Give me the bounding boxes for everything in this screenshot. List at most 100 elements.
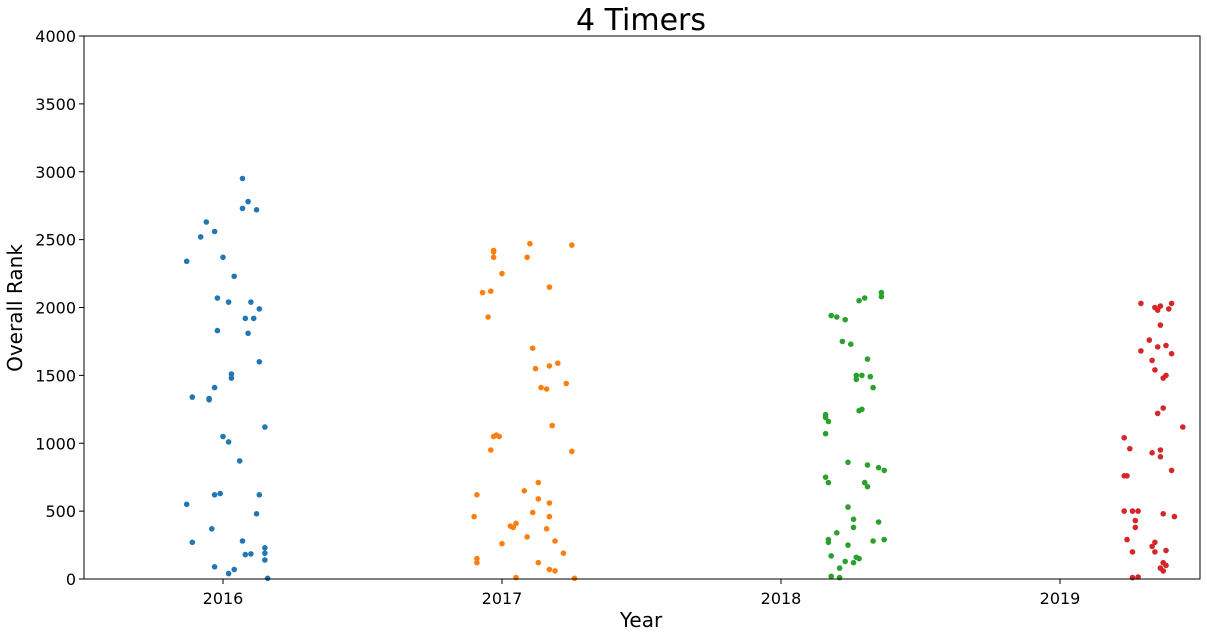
data-point <box>189 394 196 400</box>
data-point <box>248 299 254 305</box>
data-point <box>850 516 857 523</box>
data-point <box>1135 508 1141 514</box>
data-point <box>513 520 519 527</box>
data-point <box>842 316 848 323</box>
x-axis: 2016 2017 2018 2019 <box>203 579 1080 608</box>
data-point <box>1135 574 1141 580</box>
data-point <box>264 575 271 582</box>
data-point <box>488 288 494 295</box>
data-point <box>245 330 251 337</box>
data-point <box>543 386 550 392</box>
data-point <box>853 376 860 383</box>
data-point <box>206 397 212 403</box>
data-point <box>1171 513 1178 520</box>
data-point <box>569 242 575 248</box>
data-point <box>870 384 876 391</box>
data-point <box>864 483 871 490</box>
data-points <box>183 175 1186 582</box>
data-point <box>529 345 536 352</box>
series-2017 <box>471 240 578 582</box>
data-point <box>214 327 221 334</box>
data-point <box>225 299 232 305</box>
data-point <box>822 430 829 437</box>
data-point <box>1152 539 1158 546</box>
data-point <box>524 534 530 540</box>
data-point <box>1149 450 1155 456</box>
data-point <box>1154 344 1161 350</box>
y-tick-label: 500 <box>45 502 76 521</box>
y-tick-label: 2000 <box>35 299 76 318</box>
data-point <box>1157 303 1164 309</box>
data-point <box>217 490 223 497</box>
data-point <box>845 542 851 548</box>
data-point <box>1180 424 1186 430</box>
data-point <box>253 511 260 517</box>
data-point <box>853 372 860 379</box>
data-point <box>183 258 190 265</box>
data-point <box>189 539 196 546</box>
data-point <box>549 422 555 429</box>
data-point <box>569 448 575 455</box>
data-point <box>225 439 232 445</box>
data-point <box>513 574 519 581</box>
data-point <box>1160 375 1166 381</box>
data-point <box>859 372 865 379</box>
data-point <box>262 545 268 551</box>
data-point <box>1132 517 1139 524</box>
data-point <box>529 509 536 516</box>
data-point <box>1124 536 1130 543</box>
data-point <box>546 284 553 290</box>
data-point <box>546 363 553 369</box>
data-point <box>250 315 257 322</box>
data-point <box>1160 405 1166 411</box>
y-tick-label: 1500 <box>35 366 76 385</box>
data-point <box>546 566 553 573</box>
data-point <box>220 433 226 440</box>
data-point <box>861 295 868 301</box>
data-point <box>1168 300 1175 307</box>
x-tick-label: 2017 <box>482 589 523 608</box>
data-point <box>1124 473 1130 479</box>
data-point <box>1132 524 1139 531</box>
data-point <box>214 295 221 301</box>
data-point <box>864 462 871 468</box>
data-point <box>496 433 503 440</box>
data-point <box>878 293 885 300</box>
data-point <box>850 559 857 566</box>
data-point <box>1154 307 1161 314</box>
y-tick-label: 3000 <box>35 163 76 182</box>
data-point <box>256 492 263 498</box>
series-2016 <box>183 175 271 582</box>
data-point <box>1121 508 1127 514</box>
data-point <box>197 234 204 240</box>
data-point <box>845 504 851 510</box>
data-point <box>881 467 887 474</box>
data-point <box>488 447 494 453</box>
data-point <box>490 249 497 255</box>
data-point <box>552 568 558 574</box>
data-point <box>1163 562 1169 569</box>
x-tick-label: 2016 <box>203 589 244 608</box>
data-point <box>1160 568 1166 574</box>
y-tick-label: 4000 <box>35 27 76 46</box>
data-point <box>474 559 480 566</box>
data-point <box>836 574 843 581</box>
data-point <box>471 513 477 520</box>
data-point <box>527 240 533 247</box>
data-point <box>571 575 578 582</box>
data-point <box>479 289 486 296</box>
data-point <box>211 228 218 235</box>
data-point <box>1160 511 1166 517</box>
data-point <box>856 407 862 414</box>
data-point <box>1154 410 1161 417</box>
data-point <box>845 459 851 466</box>
data-point <box>231 566 237 573</box>
data-point <box>242 551 249 558</box>
data-point <box>262 557 268 563</box>
data-point <box>555 360 561 367</box>
data-point <box>499 270 505 277</box>
chart-title: 4 Timers <box>576 3 706 38</box>
data-point <box>563 380 569 387</box>
data-point <box>262 424 268 430</box>
y-tick-label: 3500 <box>35 95 76 114</box>
